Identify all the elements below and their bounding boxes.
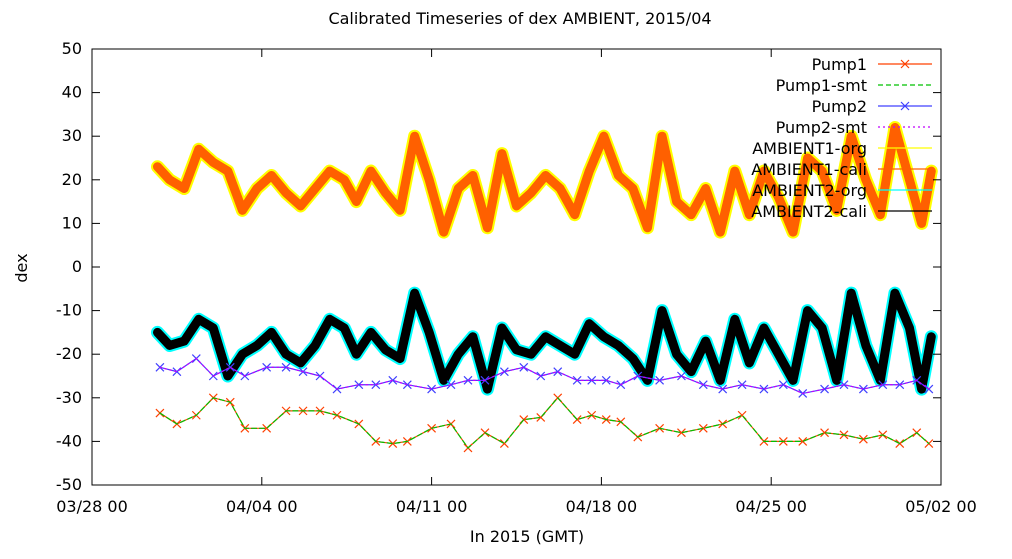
y-tick-label: 30 [62,126,82,145]
data-point [820,428,829,438]
series-pump1 [155,393,934,453]
chart-title: Calibrated Timeseries of dex AMBIENT, 20… [328,9,711,28]
y-tick-label: 20 [62,170,82,189]
series-ambient2-cali [152,288,936,394]
legend: Pump1 Pump1-smt Pump2 Pump2-smt AMBIENT1-org… [751,55,932,221]
legend-marker [900,101,910,111]
legend-label: AMBIENT2-org [752,181,867,200]
legend-label: AMBIENT1-org [752,139,867,158]
data-point [225,362,235,372]
y-axis: -50 -40 -30 -20 -10 0 10 20 30 40 50 [56,39,941,494]
data-point [895,380,905,390]
y-tick-label: 0 [72,257,82,276]
legend-label: Pump1-smt [776,76,867,95]
legend-label: Pump1 [812,55,867,74]
data-point [820,384,829,394]
series-pump2-smt [159,357,930,395]
x-tick-label: 05/02 00 [905,497,977,516]
data-point [402,380,412,390]
data-point [798,436,808,446]
x-tick-label: 04/11 00 [396,497,468,516]
data-point [759,384,769,394]
x-tick-label: 03/28 00 [56,497,128,516]
series-pump1-smt [159,397,930,449]
y-tick-label: -20 [56,344,82,363]
series-line [152,288,936,394]
series-layer [150,120,938,453]
x-axis-label: In 2015 (GMT) [470,527,584,546]
data-point [354,380,364,390]
y-tick-label: 10 [62,213,82,232]
x-tick-label: 04/04 00 [226,497,298,516]
legend-label: AMBIENT1-cali [751,160,867,179]
data-point [315,371,325,381]
legend-label: Pump2-smt [776,118,867,137]
legend-label: Pump2 [812,97,867,116]
series-pump2 [155,354,934,398]
legend-label: AMBIENT2-cali [751,202,867,221]
series-line [159,357,930,395]
y-tick-label: 50 [62,39,82,58]
x-tick-label: 04/25 00 [735,497,807,516]
data-point [858,434,868,444]
x-tick-label: 04/18 00 [566,497,638,516]
y-tick-label: -40 [56,431,82,450]
y-tick-label: -10 [56,301,82,320]
data-point [519,362,529,372]
legend-marker [900,59,910,69]
data-point [388,439,398,449]
series-ambient1-cali [152,122,936,237]
series-line [159,397,930,449]
data-point [281,362,291,372]
x-axis: 03/28 00 04/04 00 04/11 00 04/18 00 04/25 00… [56,49,977,516]
y-tick-label: -50 [56,475,82,494]
data-point [677,428,686,438]
data-point [677,371,686,381]
series-line [159,357,930,395]
data-point [499,367,509,377]
series-line [159,397,930,449]
data-point [633,371,643,381]
y-tick-label: -30 [56,388,82,407]
y-tick-label: 40 [62,83,82,102]
data-point [778,380,788,390]
y-axis-label: dex [12,253,31,282]
series-line [152,122,936,237]
